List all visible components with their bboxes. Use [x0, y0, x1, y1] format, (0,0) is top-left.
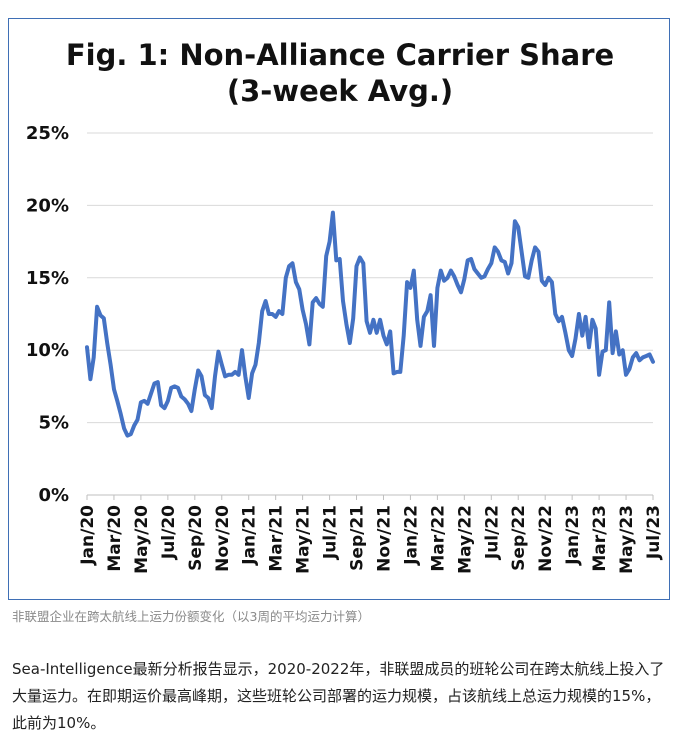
- x-tick-label: Nov/22: [536, 505, 556, 572]
- x-tick-label: Mar/22: [428, 505, 448, 572]
- y-tick-label: 10%: [26, 340, 69, 361]
- x-tick-label: Jul/21: [321, 505, 341, 560]
- x-tick-label: Jul/23: [644, 505, 664, 560]
- chart-frame: Fig. 1: Non-Alliance Carrier Share (3-we…: [8, 18, 670, 600]
- x-tick-label: Nov/21: [374, 505, 394, 572]
- x-tick-label: Sep/21: [348, 505, 368, 571]
- x-tick-label: Jan/21: [240, 505, 260, 566]
- x-tick-label: Jan/22: [401, 505, 421, 566]
- x-tick-label: Sep/20: [186, 505, 206, 571]
- y-tick-label: 25%: [26, 123, 69, 144]
- x-tick-label: Jan/23: [563, 505, 583, 566]
- x-tick-label: Mar/21: [267, 505, 287, 572]
- x-tick-label: May/23: [617, 505, 637, 574]
- chart-title-line-1: Fig. 1: Non-Alliance Carrier Share: [66, 38, 614, 72]
- article-paragraph: Sea-Intelligence最新分析报告显示，2020-2022年，非联盟成…: [12, 660, 665, 732]
- x-tick-label: Jul/20: [159, 505, 179, 560]
- x-tick-label: May/22: [455, 505, 475, 574]
- x-tick-label: Mar/20: [105, 505, 125, 572]
- y-tick-label: 5%: [38, 413, 69, 434]
- x-tick-label: Jul/22: [482, 505, 502, 560]
- x-tick-label: Mar/23: [590, 505, 610, 572]
- figure-caption: 非联盟企业在跨太航线上运力份额变化（以3周的平均运力计算）: [12, 609, 370, 624]
- x-tick-label: Sep/22: [509, 505, 529, 571]
- x-tick-label: Nov/20: [213, 505, 233, 572]
- y-tick-label: 20%: [26, 195, 69, 216]
- chart: Fig. 1: Non-Alliance Carrier Share (3-we…: [26, 38, 664, 574]
- y-tick-label: 0%: [38, 485, 69, 506]
- x-tick-label: Jan/20: [78, 505, 98, 566]
- chart-title-line-2: (3-week Avg.): [227, 74, 453, 108]
- y-tick-label: 15%: [26, 268, 69, 289]
- x-tick-label: May/20: [132, 505, 152, 574]
- x-tick-label: May/21: [294, 505, 314, 574]
- series-line-carrier-share: [85, 210, 655, 438]
